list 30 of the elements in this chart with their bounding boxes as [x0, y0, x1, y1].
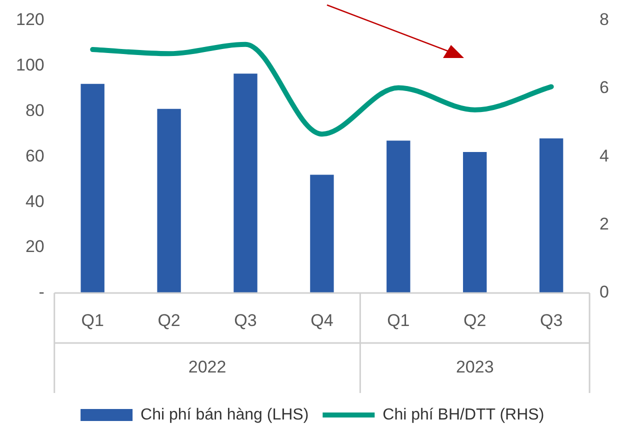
bar — [310, 174, 334, 293]
legend-label: Chi phí BH/DTT (RHS) — [382, 406, 544, 424]
bar — [157, 108, 181, 293]
y-tick-label: 120 — [16, 10, 44, 29]
y2-tick-label: 0 — [600, 282, 610, 302]
x-tick-label: Q2 — [158, 310, 180, 330]
legend-label: Chi phí bán hàng (LHS) — [140, 406, 309, 424]
y-tick-label: 80 — [25, 100, 44, 120]
y-tick-label: 20 — [25, 237, 44, 256]
bar — [463, 152, 487, 293]
x-tick-label: Q2 — [464, 310, 486, 330]
bar — [386, 140, 410, 293]
y2-tick-label: 2 — [600, 214, 610, 234]
x-tick-label: Q1 — [81, 310, 104, 330]
x-tick-label: Q4 — [310, 310, 334, 330]
y-tick-label: 40 — [25, 192, 44, 211]
text: 2022 — [188, 358, 226, 377]
y-tick-label: - — [38, 282, 44, 302]
x-tick-label: Q3 — [540, 310, 563, 330]
bar — [539, 138, 564, 293]
x-tick-label: Q3 — [234, 310, 257, 330]
y-tick-label: 60 — [25, 146, 44, 166]
y-tick-label: 100 — [16, 55, 44, 74]
y2-tick-label: 6 — [600, 78, 610, 98]
text: 2023 — [456, 358, 494, 377]
y2-tick-label: 4 — [600, 146, 610, 166]
bar — [234, 74, 258, 293]
y2-tick-label: 8 — [600, 10, 610, 29]
x-tick-label: Q1 — [387, 310, 410, 330]
bar — [80, 84, 104, 293]
